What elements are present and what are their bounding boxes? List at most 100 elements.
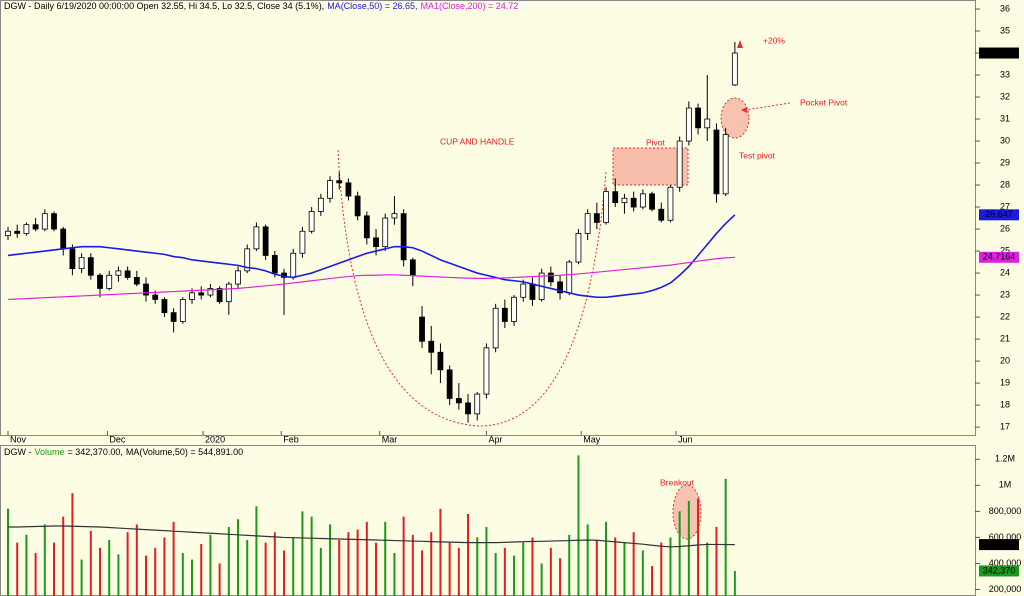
candle-body bbox=[207, 288, 214, 296]
x-tick-label: Dec bbox=[109, 434, 126, 444]
candle-body bbox=[262, 226, 269, 256]
volume-bar bbox=[706, 542, 709, 596]
volume-bar bbox=[16, 542, 19, 596]
candle-body bbox=[391, 213, 398, 219]
candle-body bbox=[253, 226, 260, 250]
volume-bar bbox=[227, 527, 230, 596]
volume-bar bbox=[135, 524, 138, 596]
y-tick-label: 29 bbox=[1000, 157, 1010, 167]
candle-body bbox=[60, 228, 67, 250]
y-tick-label: 1.2M bbox=[995, 454, 1015, 464]
pocket-pivot-arrow bbox=[744, 102, 791, 111]
candle-body bbox=[649, 193, 655, 210]
candle-body bbox=[731, 52, 738, 86]
arrow-heads bbox=[737, 40, 747, 113]
last-value-label: 34 bbox=[994, 47, 1004, 57]
volume-bar bbox=[246, 540, 249, 596]
y-tick-label: 35 bbox=[1000, 25, 1010, 35]
candle-body bbox=[354, 195, 361, 217]
volume-title: DGW - Volume = 342,370.00, MA(Volume,50) = … bbox=[4, 447, 243, 457]
last-value-label: 544,891 bbox=[983, 539, 1016, 549]
volume-bar bbox=[430, 532, 433, 596]
volume-bar bbox=[559, 558, 562, 596]
candle-body bbox=[23, 224, 30, 234]
volume-bar bbox=[421, 550, 424, 596]
candle-body bbox=[621, 197, 628, 204]
y-tick-label: 32 bbox=[1000, 91, 1010, 101]
title: DGW - bbox=[4, 447, 32, 457]
candle-body bbox=[308, 211, 315, 232]
candle-body bbox=[529, 283, 536, 300]
last-value-label: 26.647 bbox=[985, 209, 1013, 219]
y-tick-label: 22 bbox=[1000, 311, 1010, 321]
candle-body bbox=[317, 197, 324, 212]
y-tick-label: 26 bbox=[1000, 223, 1010, 233]
y-tick-label: 21 bbox=[1000, 333, 1010, 343]
y-tick-label: 200,000 bbox=[989, 584, 1022, 594]
volume-bar bbox=[439, 508, 442, 596]
volume-bar bbox=[586, 524, 589, 596]
ma-line bbox=[7, 214, 736, 299]
candle-body bbox=[713, 129, 720, 195]
volume-bar bbox=[467, 513, 470, 596]
candle-body bbox=[409, 259, 416, 276]
volume-bar bbox=[154, 547, 157, 596]
candle-body bbox=[41, 213, 48, 230]
volume-bar bbox=[724, 478, 727, 596]
annotation: Pivot bbox=[646, 137, 666, 147]
last-value-label: 24.7164 bbox=[983, 252, 1016, 262]
volume-bar bbox=[605, 521, 608, 596]
candle-body bbox=[400, 213, 407, 261]
volume-bar bbox=[476, 537, 479, 596]
plot: 17 18 19 20 21 22 23 24 25 26 27 28 29 30 31 32 33 34 35 36… bbox=[5, 3, 1022, 596]
volume-bar bbox=[329, 524, 332, 596]
candle-body bbox=[593, 213, 600, 223]
volume-bar bbox=[365, 521, 368, 596]
volume-bar bbox=[660, 542, 663, 596]
volume-bar bbox=[301, 511, 304, 596]
volume-bar bbox=[549, 547, 552, 596]
volume-bar bbox=[347, 532, 350, 596]
volume-bar bbox=[209, 534, 212, 596]
candle-body bbox=[446, 369, 453, 399]
x-tick-label: Nov bbox=[10, 434, 27, 444]
candle-body bbox=[492, 307, 499, 349]
volume-bar bbox=[71, 493, 74, 596]
volume-bar bbox=[393, 553, 396, 596]
y-tick-label: 28 bbox=[1000, 179, 1010, 189]
x-tick-label: May bbox=[583, 434, 601, 444]
y-tick-label: 24 bbox=[1000, 267, 1010, 277]
candle-body bbox=[87, 257, 94, 276]
volume-bar bbox=[172, 521, 175, 596]
volume-bar bbox=[402, 516, 405, 596]
volume-bar bbox=[669, 537, 672, 596]
candle-body bbox=[382, 217, 389, 248]
annotation: CUP AND HANDLE bbox=[440, 136, 515, 146]
volume-bar bbox=[292, 537, 295, 596]
volume-bar bbox=[108, 540, 111, 596]
breakout-circle bbox=[672, 484, 702, 540]
volume-bar bbox=[522, 542, 525, 596]
last-value-box bbox=[979, 565, 1019, 577]
candle-body bbox=[152, 294, 159, 300]
volume-bar bbox=[595, 540, 598, 596]
last-value-label: 342,370 bbox=[983, 565, 1016, 575]
candle-body bbox=[14, 230, 21, 234]
volume-bar bbox=[53, 542, 56, 596]
candle-body bbox=[676, 140, 683, 188]
candle-body bbox=[630, 197, 637, 208]
legend-volume-value: = 342,370.00, bbox=[68, 447, 123, 457]
candle-body bbox=[189, 292, 195, 300]
volume-bar bbox=[651, 566, 654, 596]
title: DGW - Daily 6/19/2020 00:00:00 Open 32.5… bbox=[4, 1, 324, 11]
volume-bar bbox=[632, 532, 635, 596]
volume-bar bbox=[687, 500, 690, 596]
volume-bar bbox=[273, 532, 276, 596]
volume-bar bbox=[531, 537, 534, 596]
y-tick-label: 30 bbox=[1000, 135, 1010, 145]
candle-body bbox=[290, 252, 297, 278]
volume-bar bbox=[200, 543, 203, 596]
candle-body bbox=[161, 299, 168, 314]
legend-ma50: MA(Close,50) = 26.65, bbox=[327, 1, 417, 11]
candle-body bbox=[465, 402, 471, 415]
